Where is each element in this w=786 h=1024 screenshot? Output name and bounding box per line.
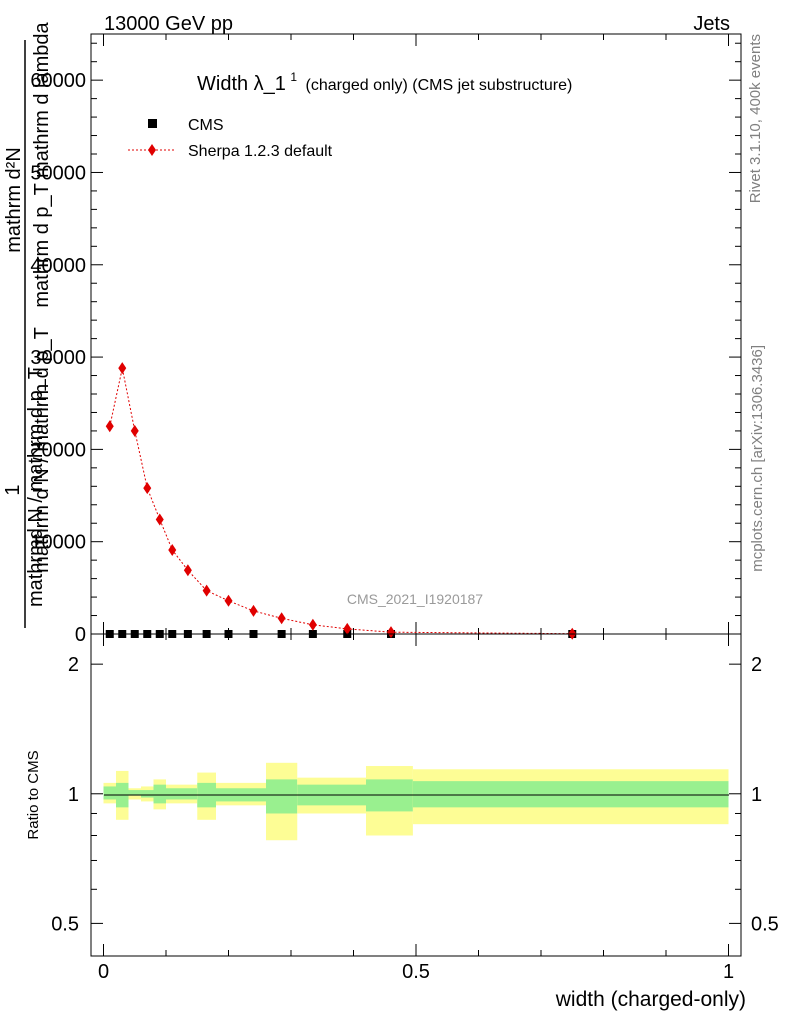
data-point-sherpa [387,626,395,639]
x-axis-label: width (charged-only) [555,988,746,1011]
ylabel-fraction-one: 1 [2,484,24,495]
data-point-sherpa [277,612,286,625]
ratio-tick-label: 2 [68,654,79,676]
data-point-sherpa [155,513,164,526]
rivet-label: Rivet 3.1.10, 400k events [747,34,764,203]
series-line-sherpa [109,368,573,635]
ylabel-line1: mathrm d²N [3,147,25,253]
ylabel-bottom: mathrmd N / mathrm d p_T [25,367,47,607]
ratio-band-inner [266,779,298,814]
y-tick-label: 10000 [30,532,86,554]
legend-marker-cms [148,119,157,128]
ratio-band-inner [412,781,729,808]
ratio-band-inner [178,788,198,800]
y-tick-label: 20000 [30,439,86,461]
legend-label-sherpa: Sherpa 1.2.3 default [188,143,333,160]
x-tick-label: 0 [98,961,109,983]
ylabel-line3: mathrm d N / mathrm d p_T [31,327,53,573]
ratio-tick-label: 0.5 [51,913,79,935]
ratio-band-inner [166,788,179,800]
ylabel-line2: mathrm d p_T mathrm d lambda [31,21,53,307]
y-tick-label: 60000 [30,70,86,92]
header-left: 13000 GeV pp [104,13,233,35]
main-panel: 0 10000 20000 30000 40000 50000 60000 [30,33,742,646]
chart-title: Width λ_1 1 (charged only) (CMS jet subs… [197,68,572,95]
data-point-sherpa [105,420,114,433]
ratio-tick-label-right: 1 [751,784,762,806]
legend-marker-sherpa [148,144,156,156]
chart-title-suffix: (charged only) (CMS jet substructure) [306,77,573,94]
x-tick-label: 1 [723,961,734,983]
data-point-sherpa [224,594,233,607]
ratio-band-inner [153,784,166,804]
ratio-band-inner [128,790,141,796]
ratio-axis-ticks: 0.5 0.5 1 1 2 2 0 0.5 1 [51,634,779,983]
data-point-sherpa [249,604,258,617]
ratio-band-inner [103,786,116,800]
legend-label-cms: CMS [188,117,224,134]
ratio-frame [90,633,742,957]
y-tick-label: 0 [75,624,86,646]
data-point-sherpa [118,362,127,375]
data-point-sherpa [168,544,177,556]
y-tick-label: 50000 [30,162,86,184]
header-right: Jets [693,13,730,35]
ratio-tick-label: 1 [68,784,79,806]
y-tick-label: 30000 [30,347,86,369]
data-point-sherpa [202,584,211,597]
data-point-sherpa [343,622,352,635]
legend: CMS Sherpa 1.2.3 default [128,117,333,160]
data-point-sherpa [130,424,139,437]
main-axis-ticks: 0 10000 20000 30000 40000 50000 60000 [30,34,741,646]
ratio-tick-label-right: 0.5 [751,913,779,935]
ratio-band-inner [141,790,154,798]
ratio-bands [103,762,729,841]
analysis-watermark: CMS_2021_I1920187 [347,591,483,607]
mcplots-label: mcplots.cern.ch [arXiv:1306.3436] [749,345,766,572]
ratio-tick-label-right: 2 [751,654,762,676]
ratio-y-axis-label: Ratio to CMS [25,750,42,839]
y-tick-label: 40000 [30,255,86,277]
x-tick-label: 0.5 [402,961,430,983]
data-point-sherpa [308,618,317,631]
data-point-sherpa [143,482,152,495]
chart-title-superscript: 1 [290,70,297,84]
chart-title-main: Width λ_1 [197,73,286,95]
main-y-axis-label: mathrm d²N mathrm d p_T mathrm d lambda … [2,21,53,628]
data-point-sherpa [183,564,192,577]
ratio-panel: 0.5 0.5 1 1 2 2 0 0.5 1 [51,633,779,983]
main-plot-marks [105,362,577,640]
